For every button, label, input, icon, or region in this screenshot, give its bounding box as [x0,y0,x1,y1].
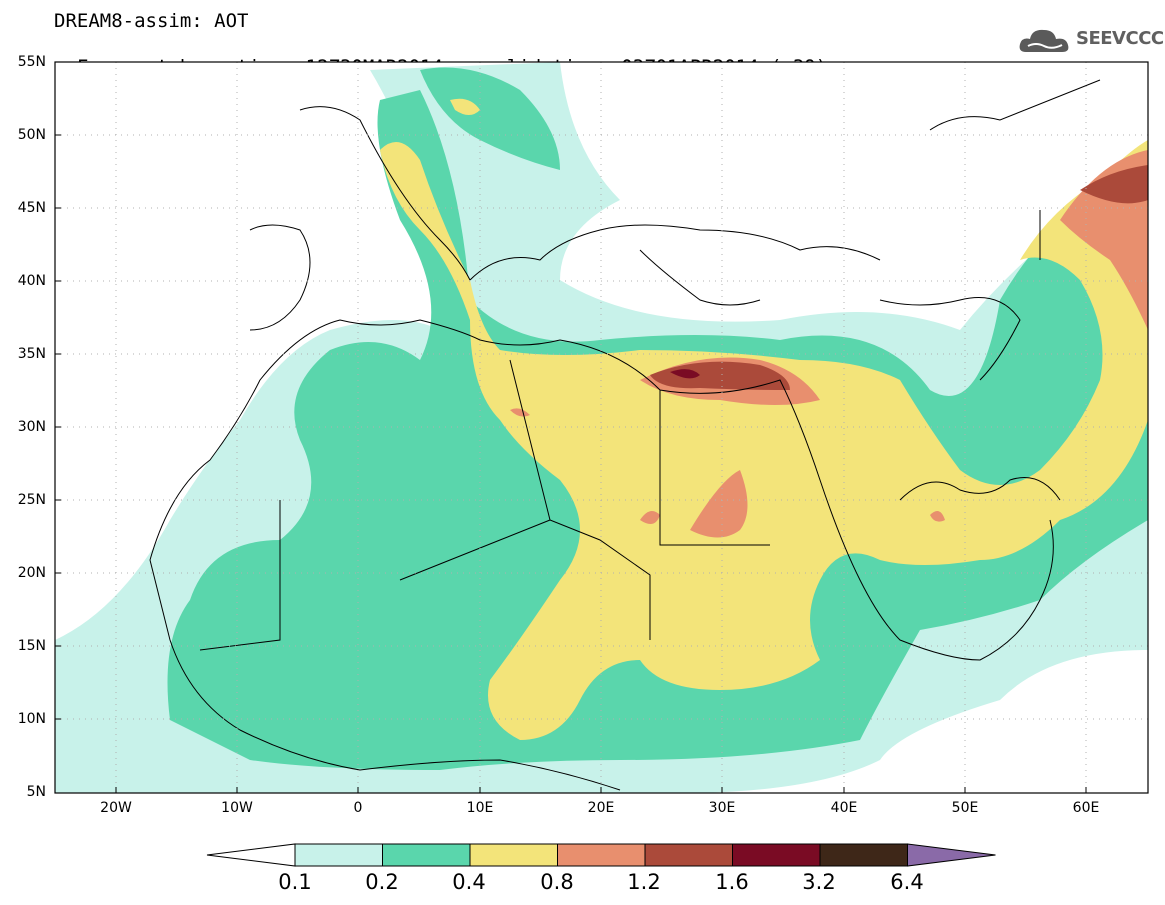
lat-label: 30N [17,419,46,435]
colorbar-swatch [294,843,383,867]
coastlines [149,79,1101,791]
lon-label: 30E [708,800,736,816]
graticule [55,62,1148,793]
lon-label: 60E [1072,800,1100,816]
colorbar [206,843,996,867]
colorbar-label: 6.4 [890,870,924,894]
colorbar-swatch [644,843,733,867]
colorbar-label: 3.2 [802,870,836,894]
lon-label: 50E [951,800,979,816]
lat-label: 20N [17,565,46,581]
lat-label: 50N [17,127,46,143]
colorbar-label: 1.2 [627,870,661,894]
colorbar-label: 0.2 [365,870,399,894]
lat-label: 45N [17,200,46,216]
colorbar-swatch [557,843,646,867]
lon-label: 20W [100,800,132,816]
colorbar-swatch [469,843,558,867]
lon-label: 10W [221,800,253,816]
seevccc-logo: SEEVCCC [1018,24,1164,58]
lat-label: 55N [17,54,46,70]
axis-ticks [55,61,1087,794]
colorbar-swatch [732,843,821,867]
colorbar-label: 0.8 [540,870,574,894]
lat-label: 15N [17,638,46,654]
lat-label: 25N [17,492,46,508]
lat-label: 35N [17,346,46,362]
lat-label: 10N [17,711,46,727]
map-title: DREAM8-assim: AOT [54,10,249,32]
colorbar-over-arrow [907,843,996,867]
colorbar-swatch [382,843,471,867]
colorbar-swatch [819,843,908,867]
cloud-icon [1019,29,1069,52]
colorbar-label: 0.1 [278,870,312,894]
lon-label: 20E [587,800,615,816]
colorbar-label: 1.6 [715,870,749,894]
colorbar-under-arrow [206,843,296,867]
lat-label: 5N [26,784,46,800]
lat-label: 40N [17,273,46,289]
logo-text: SEEVCCC [1076,28,1164,49]
lon-label: 10E [466,800,494,816]
lon-label: 0 [353,800,363,816]
lon-label: 40E [830,800,858,816]
colorbar-label: 0.4 [452,870,486,894]
